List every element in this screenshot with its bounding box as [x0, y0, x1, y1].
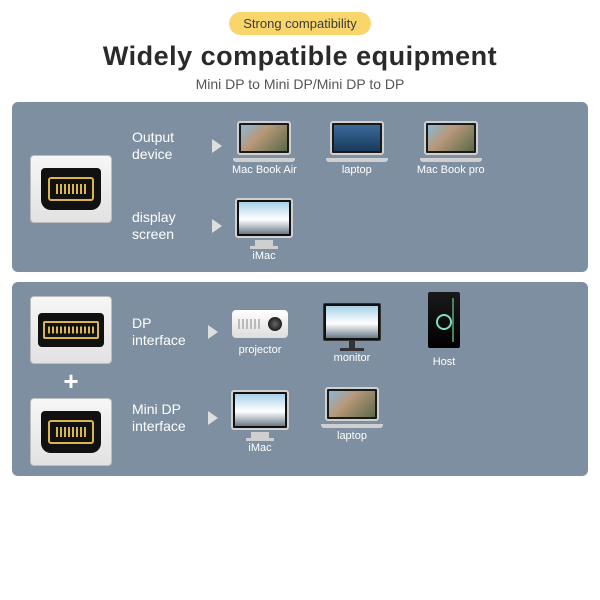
port-column	[26, 116, 116, 262]
devices-output: Mac Book Air laptop Mac Book pro	[232, 116, 574, 176]
device-label: Mac Book Air	[232, 164, 297, 176]
row-label: Mini DP interface	[132, 401, 198, 436]
device-macbook-air: Mac Book Air	[232, 116, 297, 176]
page-title: Widely compatible equipment	[12, 41, 588, 72]
compatibility-badge: Strong compatibility	[229, 12, 370, 35]
device-projector: projector	[228, 296, 292, 368]
row-label: display screen	[132, 209, 202, 244]
device-label: iMac	[248, 442, 271, 454]
device-label: iMac	[252, 250, 275, 262]
device-label: Host	[433, 356, 456, 368]
row-display-screen: display screen iMac	[132, 190, 574, 262]
arrow-icon	[212, 219, 222, 233]
device-laptop: laptop	[320, 382, 384, 454]
row-output-device: Output device Mac Book Air laptop Mac Bo…	[132, 116, 574, 176]
device-label: Mac Book pro	[417, 164, 485, 176]
devices-dp: projector monitor Host	[228, 296, 574, 368]
arrow-icon	[208, 411, 218, 425]
device-label: laptop	[337, 430, 367, 442]
dp-port-icon	[30, 296, 112, 364]
device-imac: iMac	[228, 382, 292, 454]
mini-dp-port-icon	[30, 398, 112, 466]
row-mini-dp-interface: Mini DP interface iMac laptop	[132, 382, 574, 454]
arrow-icon	[208, 325, 218, 339]
panel1-rows: Output device Mac Book Air laptop Mac Bo…	[132, 116, 574, 262]
device-label: projector	[239, 344, 282, 356]
row-label: Output device	[132, 129, 202, 164]
panel-dp-and-mini-dp: + DP interface projector	[12, 282, 588, 476]
mini-dp-port-icon	[30, 155, 112, 223]
device-label: monitor	[334, 352, 371, 364]
device-laptop: laptop	[325, 116, 389, 176]
arrow-icon	[212, 139, 222, 153]
infographic-page: Strong compatibility Widely compatible e…	[0, 0, 600, 600]
device-macbook-pro: Mac Book pro	[417, 116, 485, 176]
devices-display: iMac	[232, 190, 574, 262]
row-label: DP interface	[132, 315, 198, 350]
page-subtitle: Mini DP to Mini DP/Mini DP to DP	[12, 76, 588, 92]
devices-minidp: iMac laptop	[228, 382, 574, 454]
panel2-rows: DP interface projector monitor	[132, 296, 574, 466]
panel-mini-dp: Output device Mac Book Air laptop Mac Bo…	[12, 102, 588, 272]
device-imac: iMac	[232, 190, 296, 262]
header: Strong compatibility Widely compatible e…	[12, 12, 588, 92]
device-host: Host	[412, 296, 476, 368]
device-monitor: monitor	[320, 296, 384, 368]
device-label: laptop	[342, 164, 372, 176]
plus-icon: +	[63, 368, 78, 394]
port-column-combo: +	[26, 296, 116, 466]
row-dp-interface: DP interface projector monitor	[132, 296, 574, 368]
